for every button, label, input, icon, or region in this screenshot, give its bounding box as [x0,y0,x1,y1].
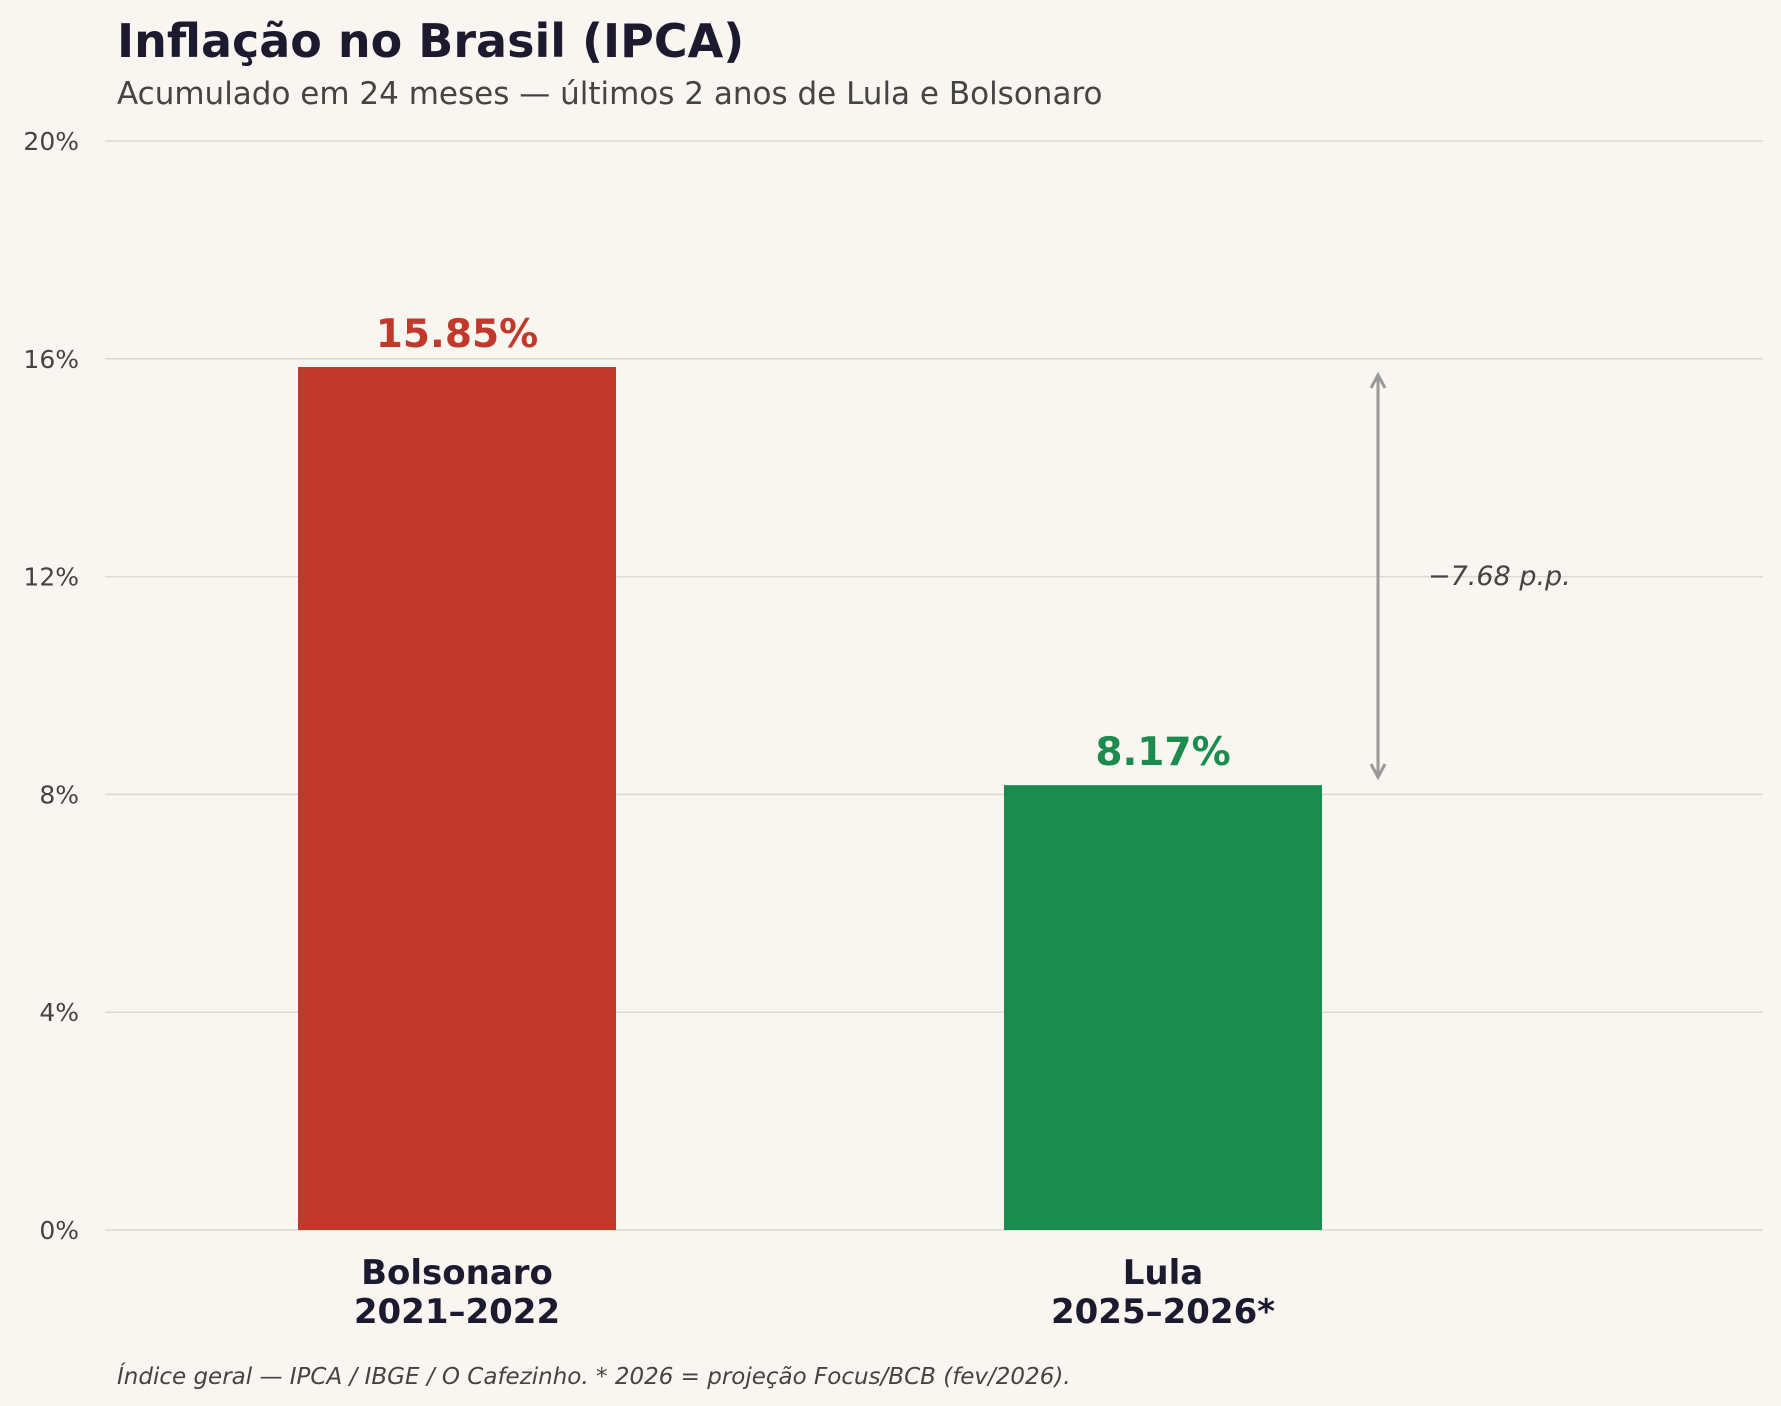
arrow-up-icon [1369,371,1387,389]
chart-title: Inflação no Brasil (IPCA) [117,14,744,68]
difference-label: −7.68 p.p. [1428,561,1571,592]
y-tick-label: 12% [23,563,79,592]
y-tick-label: 8% [39,780,79,809]
y-axis-ticks: 0% 4% 8% 12% 16% 20% [23,127,79,1245]
arrow-down-icon [1369,763,1387,781]
value-label: 8.17% [1095,730,1230,775]
bar-bolsonaro [298,366,616,1230]
category-period: 2025–2026* [1051,1292,1275,1332]
chart-subtitle: Acumulado em 24 meses — últimos 2 anos d… [117,76,1102,112]
category-period: 2021–2022 [354,1292,560,1332]
footer-note: Índice geral — IPCA / IBGE / O Cafezinho… [117,1362,1071,1390]
bars: 15.85% 8.17% [298,312,1322,1230]
y-tick-label: 20% [23,127,79,156]
bar-lula [1004,785,1322,1230]
category-name: Lula [1123,1253,1203,1293]
y-tick-label: 4% [39,998,79,1027]
category-name: Bolsonaro [361,1253,553,1293]
value-label: 15.85% [376,312,538,357]
difference-annotation: −7.68 p.p. [1369,371,1571,781]
y-tick-label: 16% [23,345,79,374]
y-tick-label: 0% [39,1216,79,1245]
